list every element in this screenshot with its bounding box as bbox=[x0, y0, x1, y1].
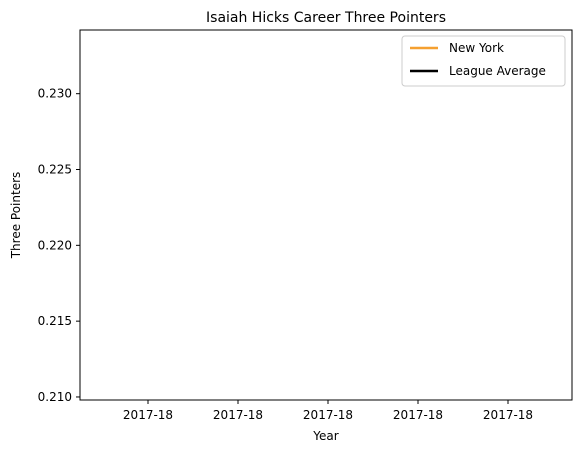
x-tick-label: 2017-18 bbox=[393, 408, 443, 422]
x-tick-label: 2017-18 bbox=[303, 408, 353, 422]
legend-label-new-york: New York bbox=[449, 41, 504, 55]
x-tick-label: 2017-18 bbox=[213, 408, 263, 422]
x-axis: 2017-18 2017-18 2017-18 2017-18 2017-18 bbox=[123, 400, 533, 422]
y-axis-label: Three Pointers bbox=[9, 172, 23, 260]
y-tick-label: 0.220 bbox=[38, 238, 72, 252]
x-tick-label: 2017-18 bbox=[123, 408, 173, 422]
chart-title: Isaiah Hicks Career Three Pointers bbox=[206, 10, 446, 26]
y-tick-label: 0.225 bbox=[38, 163, 72, 177]
legend: New York League Average bbox=[401, 35, 566, 87]
x-tick-label: 2017-18 bbox=[483, 408, 533, 422]
legend-box bbox=[401, 35, 566, 87]
axes-frame bbox=[79, 29, 573, 401]
x-axis-label: Year bbox=[312, 429, 338, 443]
y-axis: 0.210 0.215 0.220 0.225 0.230 bbox=[38, 87, 80, 404]
legend-label-league-average: League Average bbox=[449, 64, 546, 78]
y-tick-label: 0.230 bbox=[38, 87, 72, 101]
y-tick-label: 0.215 bbox=[38, 314, 72, 328]
y-tick-label: 0.210 bbox=[38, 390, 72, 404]
